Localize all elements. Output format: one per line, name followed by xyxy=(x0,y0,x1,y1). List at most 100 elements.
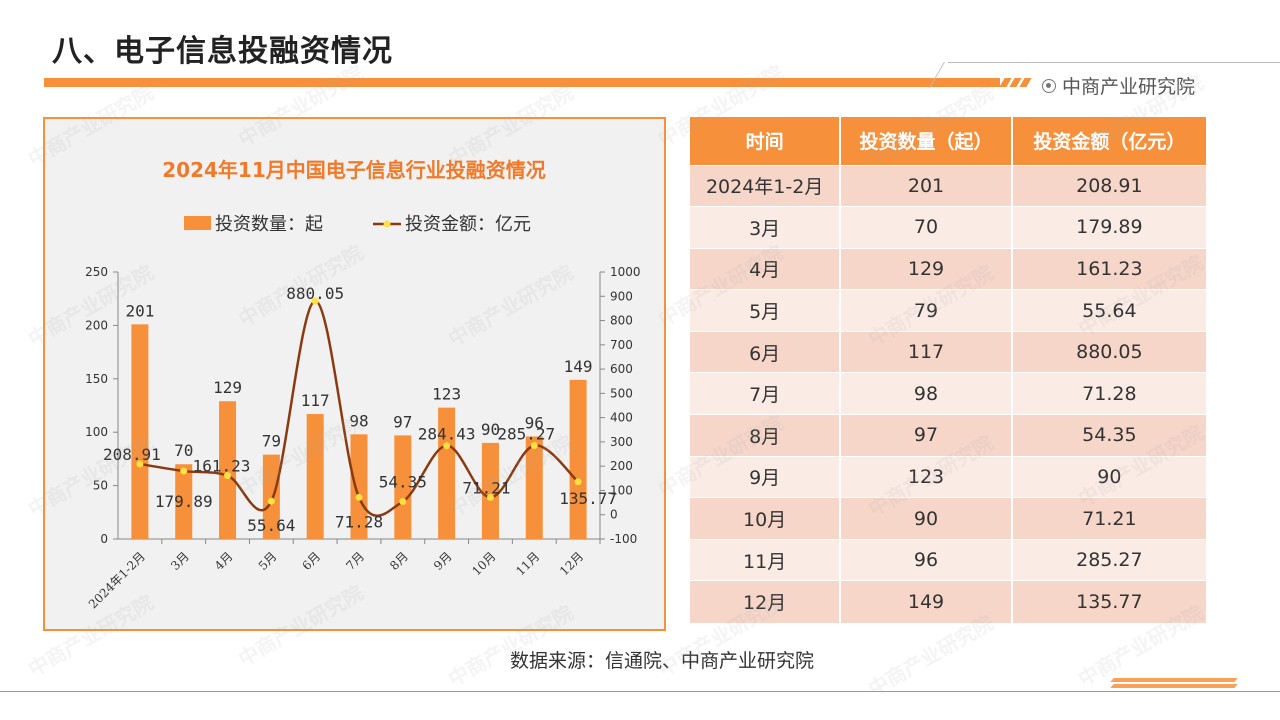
table-row: 2024年1-2月 201 208.91 xyxy=(690,164,1206,207)
cell-amount: 135.77 xyxy=(1011,580,1206,623)
x-tick-label: 10月 xyxy=(469,549,498,578)
x-tick-label: 6月 xyxy=(300,549,324,573)
y-tick-label-left: 200 xyxy=(85,318,108,332)
y-tick-label-right: 200 xyxy=(610,459,633,473)
amount-value-label: 179.89 xyxy=(155,492,213,511)
cell-count: 90 xyxy=(840,497,1013,540)
footer-stripes xyxy=(1110,678,1242,692)
bar xyxy=(131,324,149,539)
cell-time: 6月 xyxy=(690,330,842,373)
table-row: 6月 117 880.05 xyxy=(690,330,1206,373)
cell-time: 11月 xyxy=(690,538,842,581)
amount-marker xyxy=(180,467,188,475)
bar-value-label: 79 xyxy=(262,432,281,451)
amount-marker xyxy=(355,493,363,501)
cell-amount: 71.21 xyxy=(1011,497,1206,540)
page-title: 八、电子信息投融资情况 xyxy=(52,34,393,69)
bar-value-label: 96 xyxy=(525,413,544,432)
amount-value-label: 161.23 xyxy=(193,457,251,476)
amount-value-label: 54.35 xyxy=(379,473,427,492)
x-tick-label: 12月 xyxy=(557,549,586,578)
table-row: 9月 123 90 xyxy=(690,455,1206,498)
table-header-row: 时间 投资数量（起） 投资金额（亿元） xyxy=(690,117,1206,165)
brand-name: 中商产业研究院 xyxy=(1062,76,1196,98)
y-tick-label-right: 1000 xyxy=(610,265,641,279)
amount-marker xyxy=(136,460,144,468)
y-tick-label-left: 150 xyxy=(85,372,108,386)
cell-time: 8月 xyxy=(690,414,842,457)
y-tick-label-right: 900 xyxy=(610,289,633,303)
amount-value-label: 880.05 xyxy=(286,284,344,303)
amount-marker xyxy=(267,497,275,505)
y-tick-label-left: 50 xyxy=(93,479,108,493)
brand: 中商产业研究院 xyxy=(1042,72,1195,99)
data-source: 数据来源：信通院、中商产业研究院 xyxy=(510,650,815,672)
bar xyxy=(394,435,412,539)
cell-amount: 90 xyxy=(1011,455,1206,498)
y-tick-label-right: 700 xyxy=(610,338,633,352)
header-count: 投资数量（起） xyxy=(840,117,1013,165)
table-row: 12月 149 135.77 xyxy=(690,580,1206,623)
cell-amount: 161.23 xyxy=(1011,247,1206,290)
y-tick-label-right: 0 xyxy=(610,508,618,522)
y-tick-label-right: 500 xyxy=(610,386,633,400)
amount-value-label: 55.64 xyxy=(247,516,295,535)
cell-amount: 179.89 xyxy=(1011,206,1206,249)
bar-value-label: 117 xyxy=(301,391,330,410)
amount-marker xyxy=(574,478,582,486)
cell-amount: 208.91 xyxy=(1011,164,1206,207)
cell-amount: 71.28 xyxy=(1011,372,1206,415)
amount-value-label: 135.77 xyxy=(559,489,617,508)
y-tick-label-right: 400 xyxy=(610,411,633,425)
x-tick-label: 8月 xyxy=(387,549,411,573)
x-tick-label: 4月 xyxy=(212,549,236,573)
table-row: 5月 79 55.64 xyxy=(690,289,1206,332)
x-tick-label: 3月 xyxy=(168,549,192,573)
cell-count: 70 xyxy=(840,206,1013,249)
y-tick-label-right: 300 xyxy=(610,435,633,449)
y-tick-label-right: 100 xyxy=(610,483,633,497)
x-tick-label: 7月 xyxy=(343,549,367,573)
bar-value-label: 201 xyxy=(125,301,154,320)
table-row: 10月 90 71.21 xyxy=(690,497,1206,540)
bar-value-label: 90 xyxy=(481,420,500,439)
bar xyxy=(569,379,587,539)
title-bar xyxy=(44,78,1000,87)
legend-bar-swatch xyxy=(184,216,211,230)
x-tick-label: 9月 xyxy=(431,549,455,573)
amount-value-label: 71.21 xyxy=(462,478,510,497)
table-row: 4月 129 161.23 xyxy=(690,247,1206,290)
title-stripes xyxy=(998,78,1032,87)
cell-count: 79 xyxy=(840,289,1013,332)
amount-value-label: 285.27 xyxy=(497,424,555,443)
legend-line-marker xyxy=(383,220,391,228)
cell-count: 98 xyxy=(840,372,1013,415)
bar-value-label: 123 xyxy=(432,385,461,404)
cell-count: 123 xyxy=(840,455,1013,498)
legend-line-label: 投资金额：亿元 xyxy=(405,214,531,235)
amount-marker xyxy=(399,498,407,506)
cell-count: 129 xyxy=(840,247,1013,290)
amount-value-label: 71.28 xyxy=(335,512,383,531)
chart-title: 2024年11月中国电子信息行业投融资情况 xyxy=(162,158,546,182)
table-row: 7月 98 71.28 xyxy=(690,372,1206,415)
bar-value-label: 70 xyxy=(174,441,193,460)
cell-amount: 880.05 xyxy=(1011,330,1206,373)
legend-bar-label: 投资数量：起 xyxy=(215,214,323,235)
x-tick-label: 2024年1-2月 xyxy=(86,549,148,611)
table-row: 8月 97 54.35 xyxy=(690,414,1206,457)
bar xyxy=(481,442,499,539)
bar-value-label: 98 xyxy=(349,411,368,430)
amount-marker xyxy=(311,297,319,305)
x-tick-label: 11月 xyxy=(513,549,542,578)
bar-value-label: 149 xyxy=(564,357,593,376)
bar xyxy=(175,464,193,539)
cell-time: 5月 xyxy=(690,289,842,332)
chart-panel: 2024年11月中国电子信息行业投融资情况投资数量：起 投资金额：亿元 0 50 100… xyxy=(43,117,666,631)
amount-value-label: 284.43 xyxy=(418,425,476,444)
bar xyxy=(525,436,543,539)
cell-time: 10月 xyxy=(690,497,842,540)
x-tick-label: 5月 xyxy=(256,549,280,573)
bar-value-label: 97 xyxy=(393,412,412,431)
